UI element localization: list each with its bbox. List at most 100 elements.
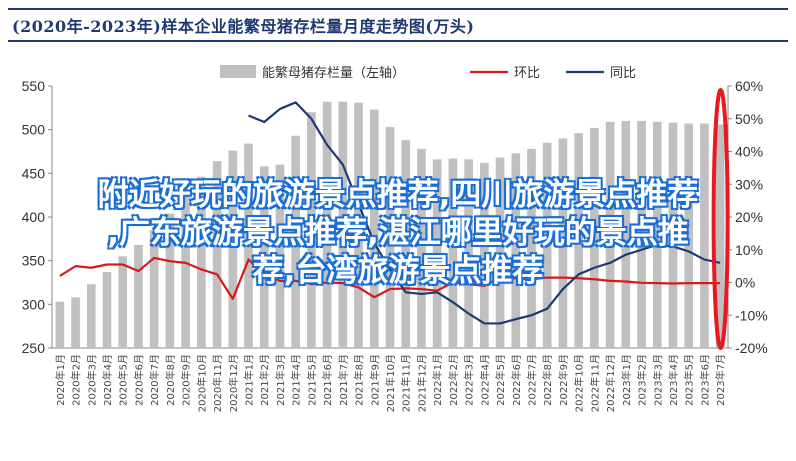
x-tick-label: 2021年1月	[243, 354, 256, 406]
right-tick-label: -10%	[735, 307, 768, 323]
x-tick-label: 2020年6月	[132, 354, 145, 406]
x-tick-label: 2020年4月	[101, 354, 114, 406]
bar	[668, 122, 678, 349]
x-tick-label: 2022年11月	[588, 354, 601, 412]
legend-label-yoy: 同比	[610, 66, 636, 81]
legend-label-bar: 能繁母猪存栏量（左轴）	[262, 65, 405, 81]
right-tick-label: 60%	[735, 78, 763, 94]
x-tick-label: 2023年1月	[620, 354, 633, 406]
x-tick-label: 2020年1月	[54, 354, 67, 406]
x-tick-label: 2022年6月	[510, 354, 523, 406]
bar	[652, 121, 662, 348]
right-tick-label: 10%	[735, 242, 763, 258]
x-tick-label: 2022年3月	[463, 354, 476, 406]
legend-label-mom: 环比	[514, 66, 540, 81]
bar	[590, 127, 599, 348]
left-tick-label: 400	[22, 209, 46, 225]
x-tick-label: 2020年3月	[85, 354, 98, 406]
bar	[118, 256, 128, 348]
right-tick-label: 20%	[735, 209, 763, 225]
bar	[621, 120, 631, 348]
right-tick-label: 50%	[735, 111, 763, 127]
line-series-yoy	[248, 101, 721, 325]
bar	[134, 244, 143, 348]
x-tick-label: 2021年5月	[305, 354, 318, 406]
bar	[165, 213, 175, 348]
bar	[322, 101, 332, 348]
bar	[495, 157, 505, 348]
bar	[700, 123, 709, 348]
x-tick-label: 2021年8月	[353, 354, 366, 406]
bar	[55, 301, 65, 348]
x-tick-label: 2023年4月	[667, 354, 680, 406]
bar	[369, 109, 379, 348]
bar	[605, 121, 615, 348]
overlay-text-line-1: 附近好玩的旅游景点推荐,四川旅游景点推荐	[97, 177, 699, 213]
highlight-ellipse	[711, 88, 730, 350]
bar	[511, 153, 521, 348]
bar	[385, 127, 395, 349]
bar	[637, 120, 646, 348]
bar	[307, 112, 316, 348]
left-tick-label: 350	[22, 253, 46, 269]
x-tick-label: 2023年7月	[714, 354, 727, 406]
x-tick-label: 2021年6月	[321, 354, 334, 406]
bar	[432, 159, 442, 348]
right-tick-label: 0%	[735, 275, 755, 291]
bar	[354, 102, 363, 349]
bar	[86, 284, 96, 348]
chart-title: (2020年-2023年)样本企业能繁母猪存栏量月度走势图(万头)	[12, 17, 475, 36]
x-tick-label: 2020年7月	[148, 354, 161, 406]
x-tick-label: 2023年6月	[698, 354, 711, 406]
x-tick-label: 2022年12月	[604, 354, 617, 412]
x-tick-label: 2021年7月	[337, 354, 350, 406]
bar	[542, 142, 552, 348]
x-tick-label: 2020年12月	[227, 354, 240, 412]
x-tick-label: 2022年8月	[541, 354, 554, 406]
x-tick-label: 2022年10月	[573, 354, 586, 412]
left-tick-label: 500	[22, 122, 46, 138]
bar	[684, 123, 694, 348]
right-tick-label: 30%	[735, 176, 763, 192]
line-series-mom	[59, 256, 721, 300]
chart-title-bar: (2020年-2023年)样本企业能繁母猪存栏量月度走势图(万头)	[8, 8, 788, 42]
bar	[181, 196, 190, 348]
x-tick-label: 2023年5月	[683, 354, 696, 406]
x-tick-label: 2022年2月	[447, 354, 460, 406]
x-tick-label: 2022年7月	[525, 354, 538, 406]
x-tick-label: 2020年10月	[195, 354, 208, 412]
x-tick-label: 2022年4月	[478, 354, 491, 406]
legend-swatch-bar	[220, 65, 256, 78]
x-tick-label: 2020年5月	[117, 354, 130, 406]
bar	[71, 297, 80, 348]
left-tick-label: 450	[22, 165, 46, 181]
x-tick-label: 2022年1月	[431, 354, 444, 406]
x-tick-label: 2022年9月	[557, 354, 570, 406]
bar	[338, 101, 348, 348]
x-tick-label: 2022年5月	[494, 354, 507, 406]
x-tick-label: 2023年3月	[651, 354, 664, 406]
bar	[558, 138, 568, 348]
x-tick-label: 2021年9月	[368, 354, 381, 406]
overlay-text-line-2: ,广东旅游景点推荐,湛江哪里好玩的景点推	[107, 215, 689, 251]
bar	[480, 162, 489, 348]
x-tick-label: 2021年10月	[384, 354, 397, 412]
x-tick-label: 2021年12月	[415, 354, 428, 412]
x-tick-label: 2020年2月	[70, 354, 83, 406]
left-tick-label: 250	[22, 340, 46, 356]
x-tick-label: 2020年11月	[211, 354, 224, 412]
bar	[212, 161, 222, 348]
x-tick-label: 2021年3月	[274, 354, 287, 406]
right-tick-label: -20%	[735, 340, 768, 356]
x-tick-label: 2020年9月	[180, 354, 193, 406]
overlay-text-line-3: 荐,台湾旅游景点推荐	[252, 253, 544, 289]
bar	[448, 158, 458, 348]
bar	[102, 272, 112, 348]
x-tick-label: 2021年4月	[290, 354, 303, 406]
x-tick-label: 2023年2月	[636, 354, 649, 406]
bar	[197, 176, 206, 348]
right-tick-label: 40%	[735, 144, 763, 160]
x-tick-label: 2021年11月	[400, 354, 413, 412]
left-tick-label: 300	[22, 296, 46, 312]
